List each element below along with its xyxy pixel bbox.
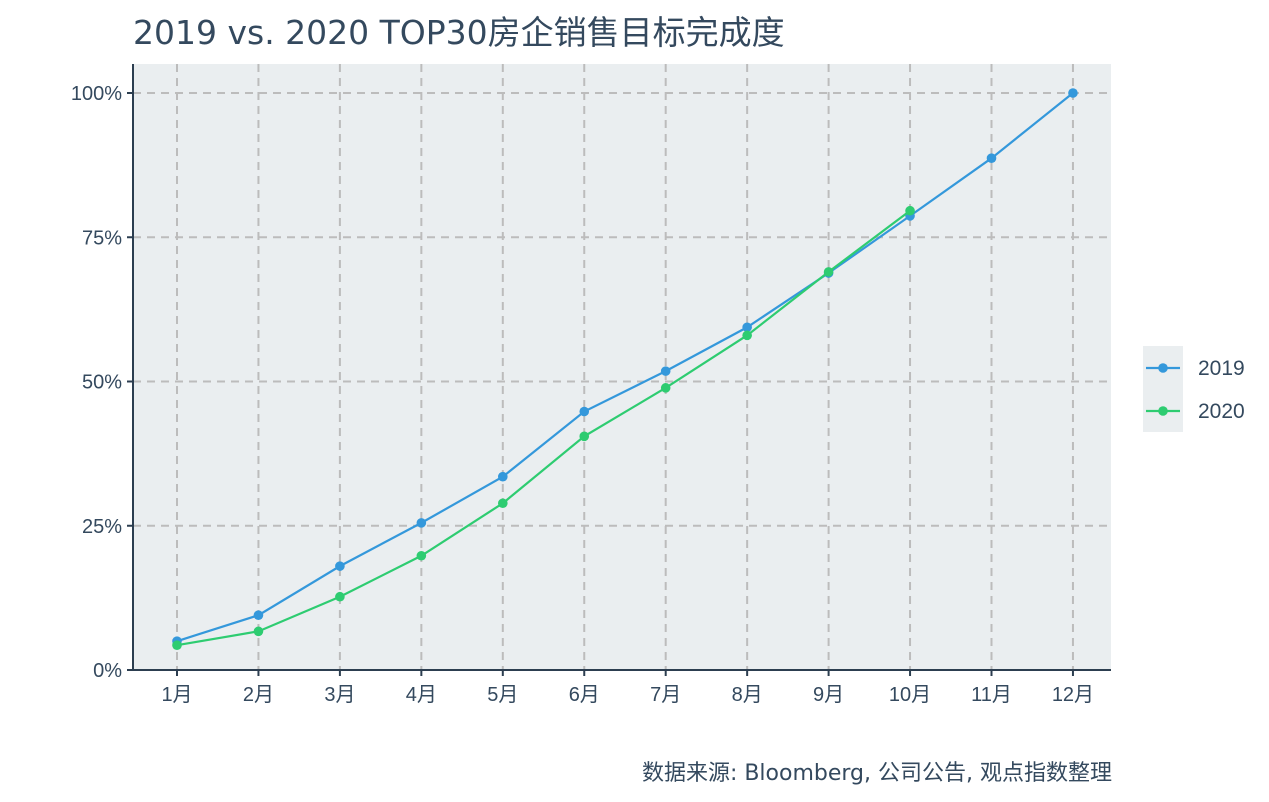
data-point-2020-3 <box>335 591 345 602</box>
chart-title: 2019 vs. 2020 TOP30房企销售目标完成度 <box>133 13 785 52</box>
legend-label-2019[interactable]: 2019 <box>1198 357 1245 380</box>
x-tick-label: 3月 <box>324 684 355 706</box>
legend-box <box>1143 346 1183 432</box>
data-point-2020-4 <box>416 550 427 561</box>
data-point-2019-6 <box>579 406 590 417</box>
series-line-2020 <box>176 209 911 647</box>
data-point-2020-8 <box>742 330 752 341</box>
data-point-2019-3 <box>335 561 345 571</box>
plot-area <box>133 64 1111 670</box>
data-point-2019-2 <box>253 610 264 620</box>
data-point-2019-5 <box>498 471 508 482</box>
legend-label-2020[interactable]: 2020 <box>1198 400 1245 423</box>
data-point-2020-7 <box>660 383 671 393</box>
y-tick-label: 75% <box>82 227 122 249</box>
x-tick-label: 4月 <box>406 684 437 706</box>
data-point-2020-10 <box>905 205 915 216</box>
x-tick-label: 9月 <box>813 684 844 706</box>
x-tick-label: 2月 <box>243 684 274 706</box>
legend-marker-2019 <box>1158 363 1168 373</box>
axes <box>132 64 1111 671</box>
source-note: 数据来源: Bloomberg, 公司公告, 观点指数整理 <box>641 761 1112 786</box>
data-point-2020-9 <box>823 267 834 277</box>
data-point-2019-11 <box>986 153 997 164</box>
y-tick-label: 0% <box>93 660 122 682</box>
y-tick-label: 50% <box>82 372 122 394</box>
tick-labels: 0% 25% 50% 75% 100% 1月 2月 3月 4月 5月 6月 7月 8月 9月 10月 11月 1… <box>71 83 1094 706</box>
data-point-2019-4 <box>416 518 427 528</box>
series <box>172 88 1078 650</box>
data-point-2020-1 <box>172 640 182 650</box>
x-tick-label: 10月 <box>889 684 931 706</box>
y-tick-label: 25% <box>82 516 122 538</box>
x-tick-label: 1月 <box>161 684 192 706</box>
series-line-2019 <box>176 92 1074 643</box>
legend-marker-2020 <box>1158 406 1168 416</box>
x-tick-label: 11月 <box>971 684 1012 706</box>
x-tick-label: 12月 <box>1052 684 1094 706</box>
data-point-2020-2 <box>253 626 264 637</box>
data-point-2019-7 <box>660 366 671 376</box>
data-point-2019-8 <box>742 322 752 333</box>
data-point-2019-12 <box>1068 88 1078 98</box>
x-tick-label: 6月 <box>569 684 600 706</box>
data-point-2020-6 <box>579 431 590 442</box>
x-tick-label: 7月 <box>650 684 681 706</box>
x-tick-label: 5月 <box>487 684 518 706</box>
y-tick-label: 100% <box>71 83 122 105</box>
x-tick-label: 8月 <box>732 684 763 706</box>
data-point-2020-5 <box>498 498 508 509</box>
legend[interactable]: 2019 2020 <box>1143 346 1245 432</box>
